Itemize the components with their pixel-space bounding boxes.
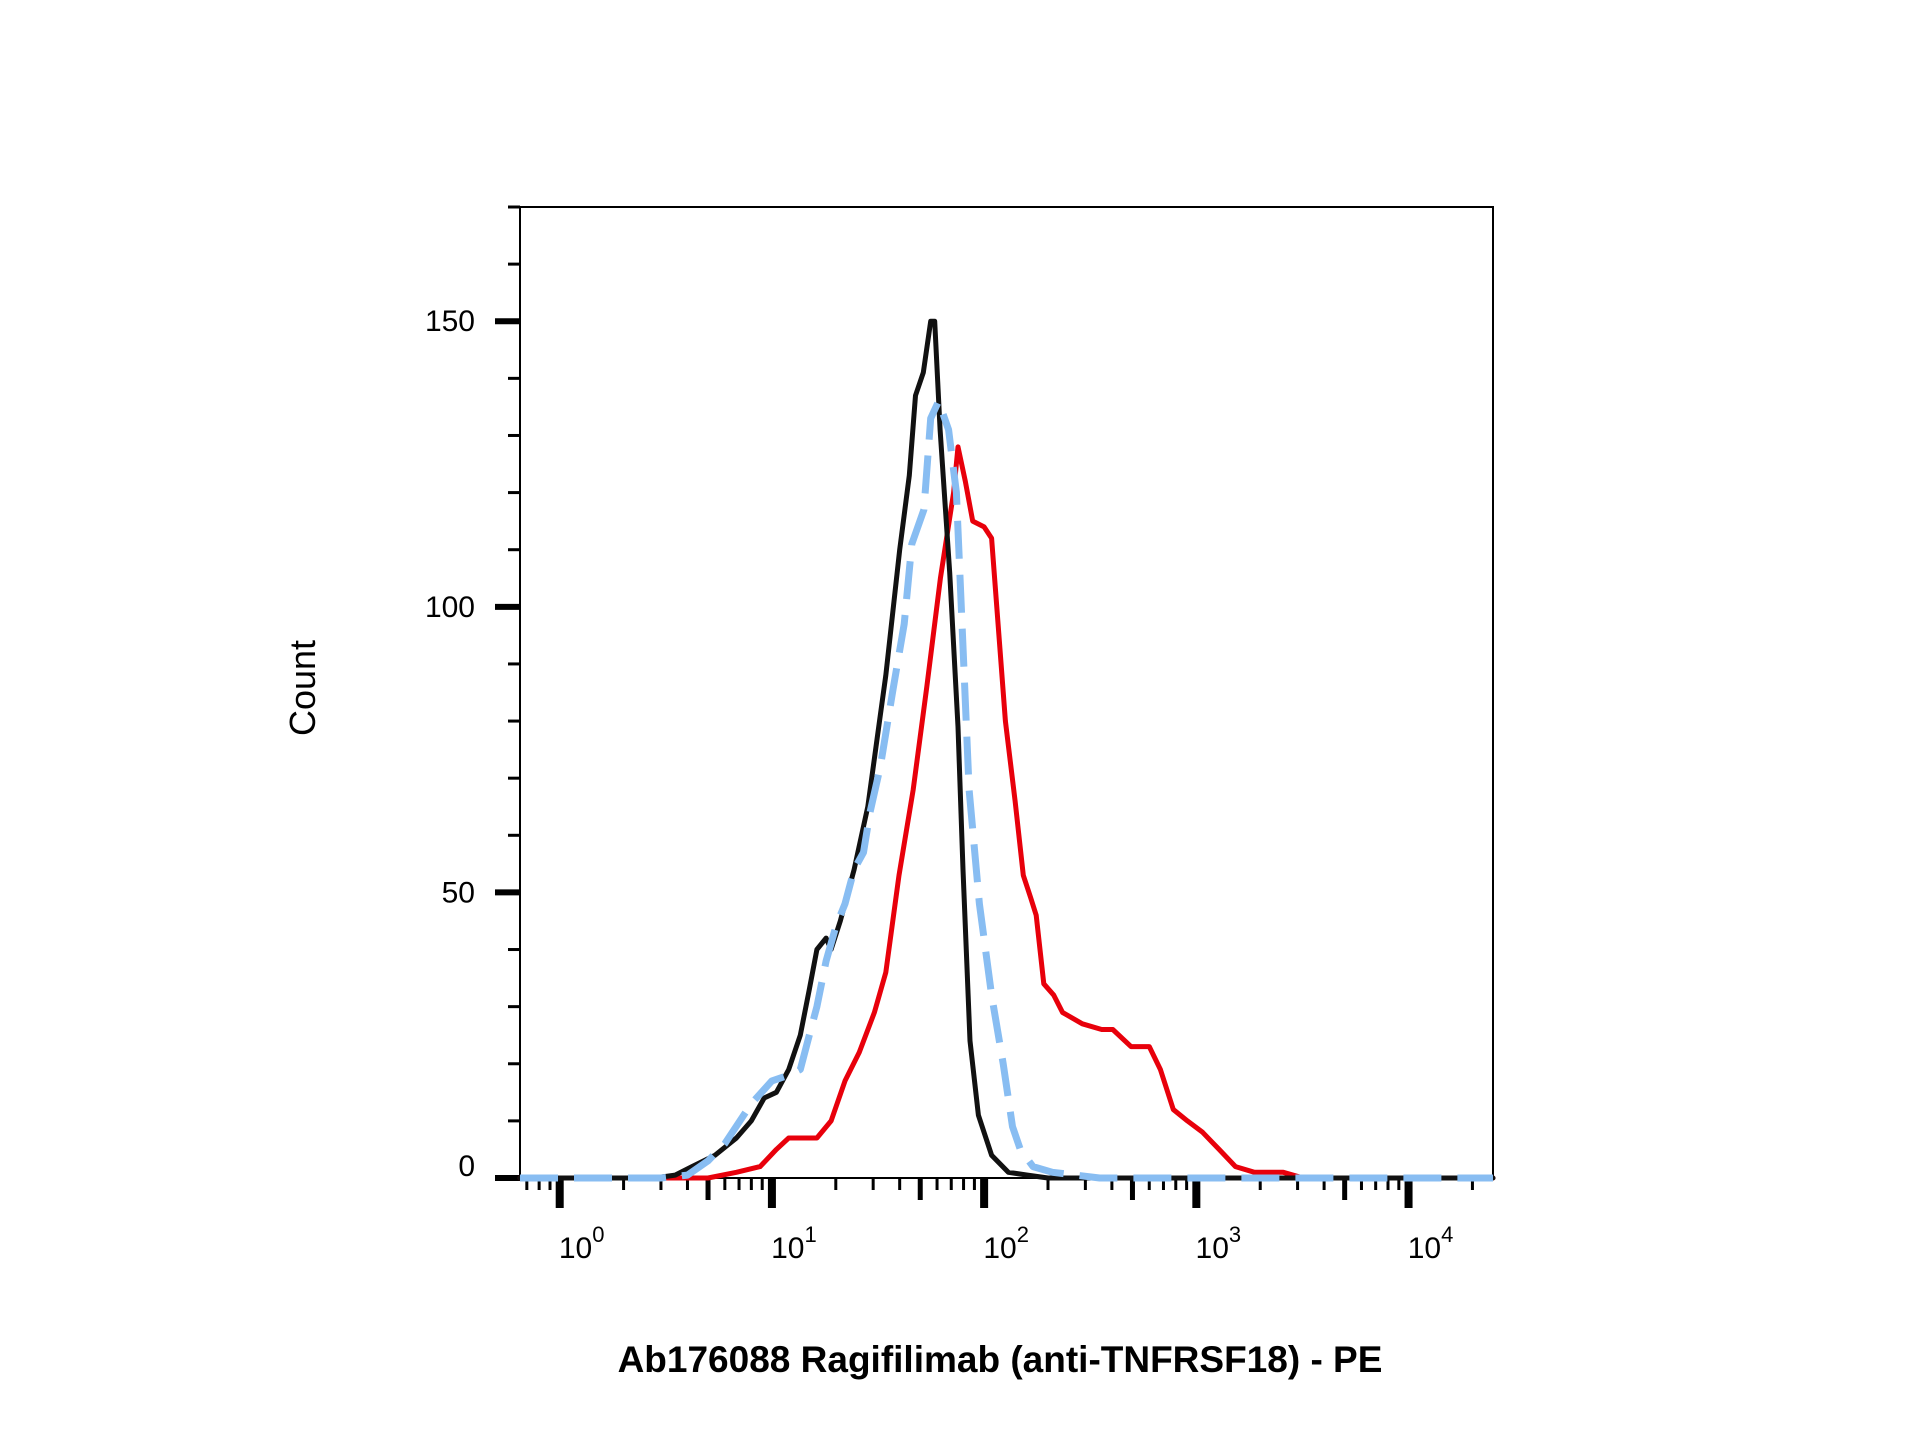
x-tick-label: 100 [559, 1222, 605, 1265]
x-axis: 100 101 102 103 104 [525, 1178, 1474, 1265]
red-series-line [517, 444, 1496, 1181]
x-axis-label: Ab176088 Ragifilimab (anti-TNFRSF18) - P… [618, 1339, 1383, 1380]
x-tick-label: 102 [983, 1222, 1029, 1265]
black-series-line [517, 318, 1496, 1181]
y-tick-label: 0 [458, 1150, 475, 1183]
x-tick-label: 101 [771, 1222, 817, 1265]
y-tick-label: 50 [442, 876, 475, 909]
x-tick-label: 104 [1408, 1222, 1454, 1265]
series-group [517, 318, 1496, 1182]
blue-dashed-series-line [520, 397, 1493, 1182]
y-tick-label: 150 [425, 305, 475, 338]
plot-frame [519, 206, 1494, 1179]
x-tick-label: 103 [1196, 1222, 1242, 1265]
y-tick-label: 100 [425, 591, 475, 624]
y-axis-label: Count [282, 640, 323, 736]
y-axis: 0 50 100 150 [425, 205, 520, 1183]
